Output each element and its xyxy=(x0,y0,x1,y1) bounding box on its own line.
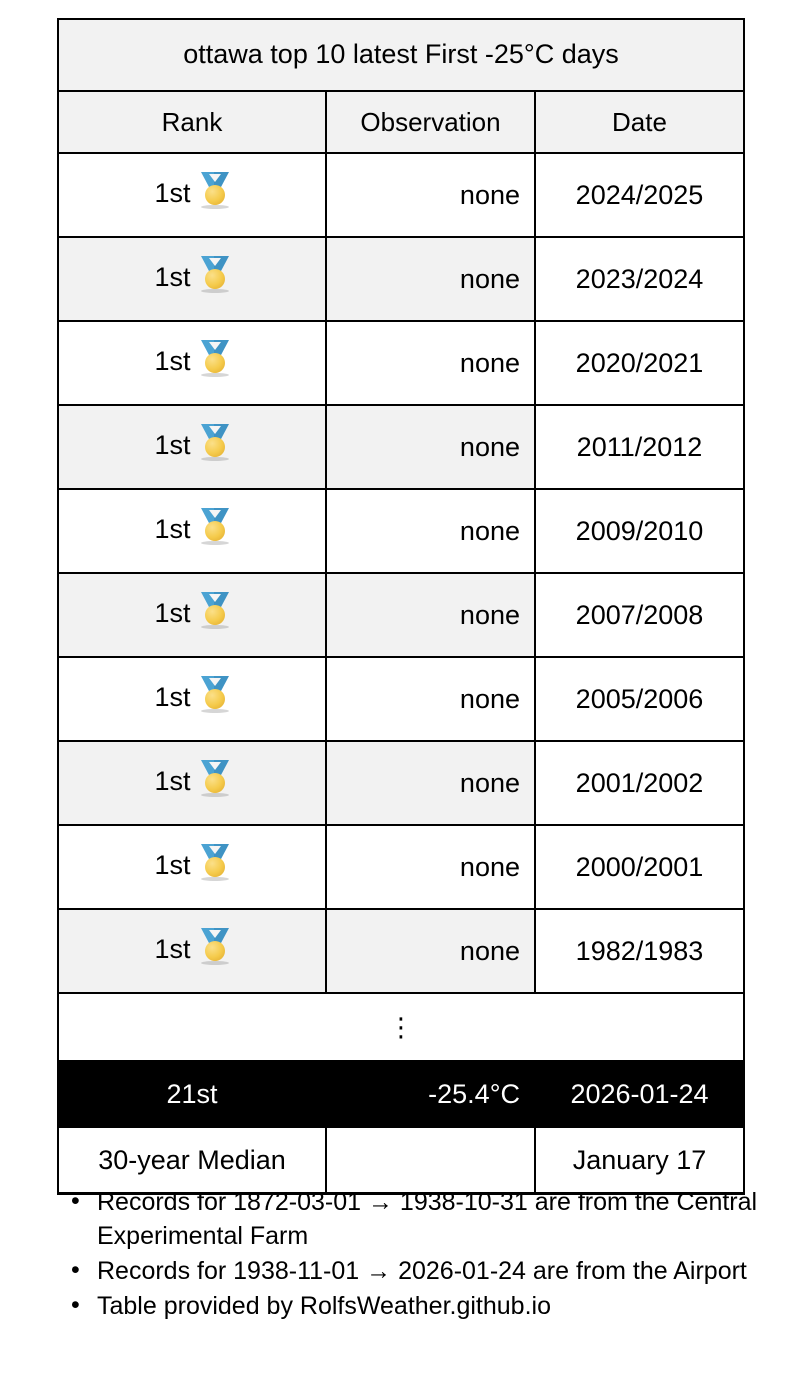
cell-observation: none xyxy=(325,824,536,910)
gold-medal-icon xyxy=(200,676,230,713)
ellipsis-marker: ⋮ xyxy=(57,992,745,1062)
table-row: 1st none 2023/2024 xyxy=(57,236,745,322)
footnote-item: Records for 1872-03-01 → 1938-10-31 are … xyxy=(71,1184,797,1253)
table-row: 1st none 2009/2010 xyxy=(57,488,745,574)
cell-rank: 1st xyxy=(57,488,327,574)
cell-date: 2007/2008 xyxy=(534,572,745,658)
table-row: 1st none 2020/2021 xyxy=(57,320,745,406)
gold-medal-icon xyxy=(200,172,230,209)
cell-date: 2001/2002 xyxy=(534,740,745,826)
table-title-row: ottawa top 10 latest First -25°C days xyxy=(57,18,745,92)
gold-medal-icon xyxy=(200,844,230,881)
cell-date: 2009/2010 xyxy=(534,488,745,574)
cell-date: 2024/2025 xyxy=(534,152,745,238)
cell-rank: 1st xyxy=(57,572,327,658)
median-label: 30-year Median xyxy=(57,1126,327,1195)
cell-rank: 1st xyxy=(57,320,327,406)
cell-rank: 1st xyxy=(57,908,327,994)
table-header-row: Rank Observation Date xyxy=(57,90,745,154)
cell-date: 2020/2021 xyxy=(534,320,745,406)
footnotes-list: Records for 1872-03-01 → 1938-10-31 are … xyxy=(57,1184,797,1324)
cell-observation: none xyxy=(325,488,536,574)
cell-rank: 1st xyxy=(57,824,327,910)
cell-date: 2000/2001 xyxy=(534,824,745,910)
cell-observation: none xyxy=(325,572,536,658)
cell-observation: none xyxy=(325,236,536,322)
table-title: ottawa top 10 latest First -25°C days xyxy=(57,18,745,92)
cell-observation: none xyxy=(325,404,536,490)
table-row: 1st none 1982/1983 xyxy=(57,908,745,994)
records-table-container: ottawa top 10 latest First -25°C days Ra… xyxy=(57,18,745,1195)
cell-observation: none xyxy=(325,152,536,238)
cell-rank: 1st xyxy=(57,152,327,238)
cell-date: 1982/1983 xyxy=(534,908,745,994)
cell-observation: -25.4°C xyxy=(325,1060,536,1128)
cell-observation: none xyxy=(325,320,536,406)
table-row: 1st none 2011/2012 xyxy=(57,404,745,490)
table-median-row: 30-year Median January 17 xyxy=(57,1126,745,1195)
cell-rank: 1st xyxy=(57,236,327,322)
cell-rank: 1st xyxy=(57,740,327,826)
gold-medal-icon xyxy=(200,928,230,965)
table-row: 1st none 2007/2008 xyxy=(57,572,745,658)
rank-label: 1st xyxy=(154,766,191,797)
table-ellipsis-row: ⋮ xyxy=(57,992,745,1062)
cell-date: 2011/2012 xyxy=(534,404,745,490)
cell-date: 2026-01-24 xyxy=(534,1060,745,1128)
records-table-body: ottawa top 10 latest First -25°C days Ra… xyxy=(57,18,745,1195)
gold-medal-icon xyxy=(200,760,230,797)
cell-date: 2005/2006 xyxy=(534,656,745,742)
rank-label: 1st xyxy=(154,430,191,461)
rank-label: 1st xyxy=(154,262,191,293)
cell-observation: none xyxy=(325,656,536,742)
rank-label: 1st xyxy=(154,178,191,209)
records-table: ottawa top 10 latest First -25°C days Ra… xyxy=(57,18,745,1195)
column-header-observation: Observation xyxy=(325,90,536,154)
rank-label: 1st xyxy=(154,850,191,881)
cell-rank: 1st xyxy=(57,404,327,490)
table-row: 1st none 2005/2006 xyxy=(57,656,745,742)
cell-rank: 1st xyxy=(57,656,327,742)
cell-date: 2023/2024 xyxy=(534,236,745,322)
column-header-rank: Rank xyxy=(57,90,327,154)
table-row: 1st none 2024/2025 xyxy=(57,152,745,238)
rank-label: 1st xyxy=(154,514,191,545)
rank-label: 1st xyxy=(154,346,191,377)
cell-observation: none xyxy=(325,740,536,826)
rank-label: 1st xyxy=(154,934,191,965)
footnote-item: Records for 1938-11-01 → 2026-01-24 are … xyxy=(71,1253,797,1288)
table-row: 1st none 2000/2001 xyxy=(57,824,745,910)
table-highlight-row: 21st -25.4°C 2026-01-24 xyxy=(57,1060,745,1128)
gold-medal-icon xyxy=(200,508,230,545)
gold-medal-icon xyxy=(200,340,230,377)
median-observation xyxy=(325,1126,536,1195)
column-header-date: Date xyxy=(534,90,745,154)
table-row: 1st none 2001/2002 xyxy=(57,740,745,826)
median-date: January 17 xyxy=(534,1126,745,1195)
cell-rank: 21st xyxy=(57,1060,327,1128)
cell-observation: none xyxy=(325,908,536,994)
gold-medal-icon xyxy=(200,592,230,629)
gold-medal-icon xyxy=(200,424,230,461)
rank-label: 1st xyxy=(154,682,191,713)
rank-label: 1st xyxy=(154,598,191,629)
gold-medal-icon xyxy=(200,256,230,293)
footnote-item: Table provided by RolfsWeather.github.io xyxy=(71,1288,797,1323)
